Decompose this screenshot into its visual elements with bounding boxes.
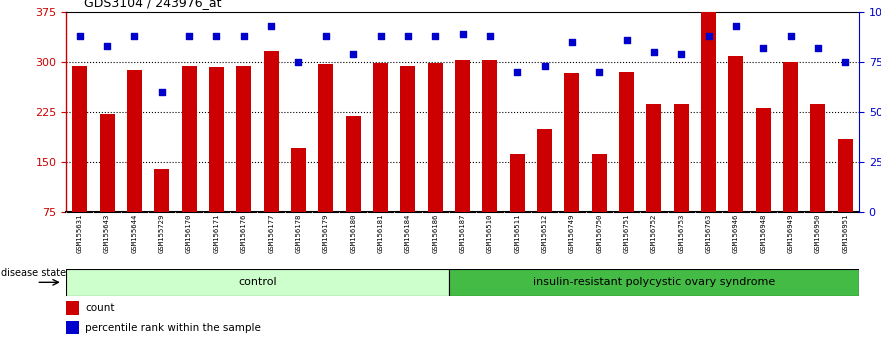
Point — [292, 59, 306, 65]
Bar — [756, 108, 771, 212]
Text: GSM155631: GSM155631 — [77, 214, 83, 253]
Text: GSM155643: GSM155643 — [104, 214, 110, 253]
Bar — [838, 139, 853, 212]
Text: GSM156752: GSM156752 — [651, 214, 657, 253]
Point — [565, 40, 579, 45]
Text: GSM156186: GSM156186 — [433, 214, 438, 253]
Point — [701, 34, 715, 39]
Text: GSM156950: GSM156950 — [815, 214, 821, 253]
Bar — [565, 73, 580, 212]
Text: GSM156179: GSM156179 — [322, 214, 329, 253]
Text: GSM156763: GSM156763 — [706, 214, 712, 253]
Bar — [619, 73, 634, 212]
Point — [73, 34, 87, 39]
Text: GSM156949: GSM156949 — [788, 214, 794, 253]
Bar — [66, 321, 78, 334]
Text: control: control — [238, 277, 277, 287]
Point — [783, 34, 797, 39]
Point — [647, 50, 661, 55]
Text: GSM156178: GSM156178 — [295, 214, 301, 253]
Point — [811, 46, 825, 51]
Bar — [291, 148, 306, 212]
Text: GSM156511: GSM156511 — [515, 214, 520, 253]
Text: GSM156510: GSM156510 — [487, 214, 492, 253]
Text: GSM156750: GSM156750 — [596, 214, 603, 253]
Text: insulin-resistant polycystic ovary syndrome: insulin-resistant polycystic ovary syndr… — [533, 277, 775, 287]
Bar — [448, 269, 859, 296]
Text: GSM156170: GSM156170 — [186, 214, 192, 253]
Bar — [100, 114, 115, 212]
Text: GSM156946: GSM156946 — [733, 214, 739, 253]
Bar — [373, 63, 388, 212]
Bar — [127, 70, 142, 212]
Point — [155, 90, 169, 95]
Text: GSM156180: GSM156180 — [350, 214, 356, 253]
Bar — [674, 104, 689, 212]
Bar — [455, 60, 470, 212]
Bar — [400, 67, 415, 212]
Text: GSM156751: GSM156751 — [624, 214, 630, 253]
Text: count: count — [85, 303, 115, 313]
Point — [510, 69, 524, 75]
Point — [619, 38, 633, 43]
Text: GSM156749: GSM156749 — [569, 214, 575, 253]
Point — [100, 44, 115, 49]
Text: disease state: disease state — [1, 268, 66, 279]
Text: percentile rank within the sample: percentile rank within the sample — [85, 323, 261, 333]
Point — [428, 34, 442, 39]
Text: GSM156512: GSM156512 — [542, 214, 548, 253]
Bar — [72, 66, 87, 212]
Point — [483, 34, 497, 39]
Point — [756, 46, 770, 51]
Point — [237, 34, 251, 39]
Bar — [318, 64, 333, 212]
Text: GSM156181: GSM156181 — [377, 214, 383, 253]
Bar — [263, 51, 278, 212]
Bar — [66, 301, 78, 315]
Bar — [209, 67, 224, 212]
Bar — [181, 67, 196, 212]
Bar — [729, 56, 744, 212]
Bar — [647, 104, 662, 212]
Bar — [783, 62, 798, 212]
Bar — [427, 63, 442, 212]
Point — [838, 59, 852, 65]
Bar — [537, 129, 552, 212]
Bar — [483, 60, 498, 212]
Text: GSM155644: GSM155644 — [131, 214, 137, 253]
Point — [374, 34, 388, 39]
Point — [128, 34, 142, 39]
Bar — [592, 154, 607, 212]
Point — [264, 24, 278, 29]
Bar — [811, 104, 825, 212]
Point — [319, 34, 333, 39]
Bar — [510, 154, 525, 212]
Text: GSM156184: GSM156184 — [405, 214, 411, 253]
Point — [346, 52, 360, 57]
Bar — [66, 269, 448, 296]
Bar — [701, 12, 716, 212]
Text: GSM156176: GSM156176 — [241, 214, 247, 253]
Bar — [345, 116, 360, 212]
Point — [210, 34, 224, 39]
Text: GSM156171: GSM156171 — [213, 214, 219, 253]
Text: GSM156948: GSM156948 — [760, 214, 766, 253]
Bar — [154, 169, 169, 212]
Point — [182, 34, 196, 39]
Text: GSM156177: GSM156177 — [268, 214, 274, 253]
Text: GSM155729: GSM155729 — [159, 214, 165, 253]
Bar — [236, 66, 251, 212]
Point — [592, 69, 606, 75]
Point — [674, 52, 688, 57]
Text: GSM156753: GSM156753 — [678, 214, 685, 253]
Text: GSM156951: GSM156951 — [842, 214, 848, 253]
Text: GSM156187: GSM156187 — [460, 214, 465, 253]
Point — [401, 34, 415, 39]
Point — [455, 32, 470, 37]
Point — [729, 24, 743, 29]
Point — [537, 64, 552, 69]
Text: GDS3104 / 243976_at: GDS3104 / 243976_at — [84, 0, 221, 9]
